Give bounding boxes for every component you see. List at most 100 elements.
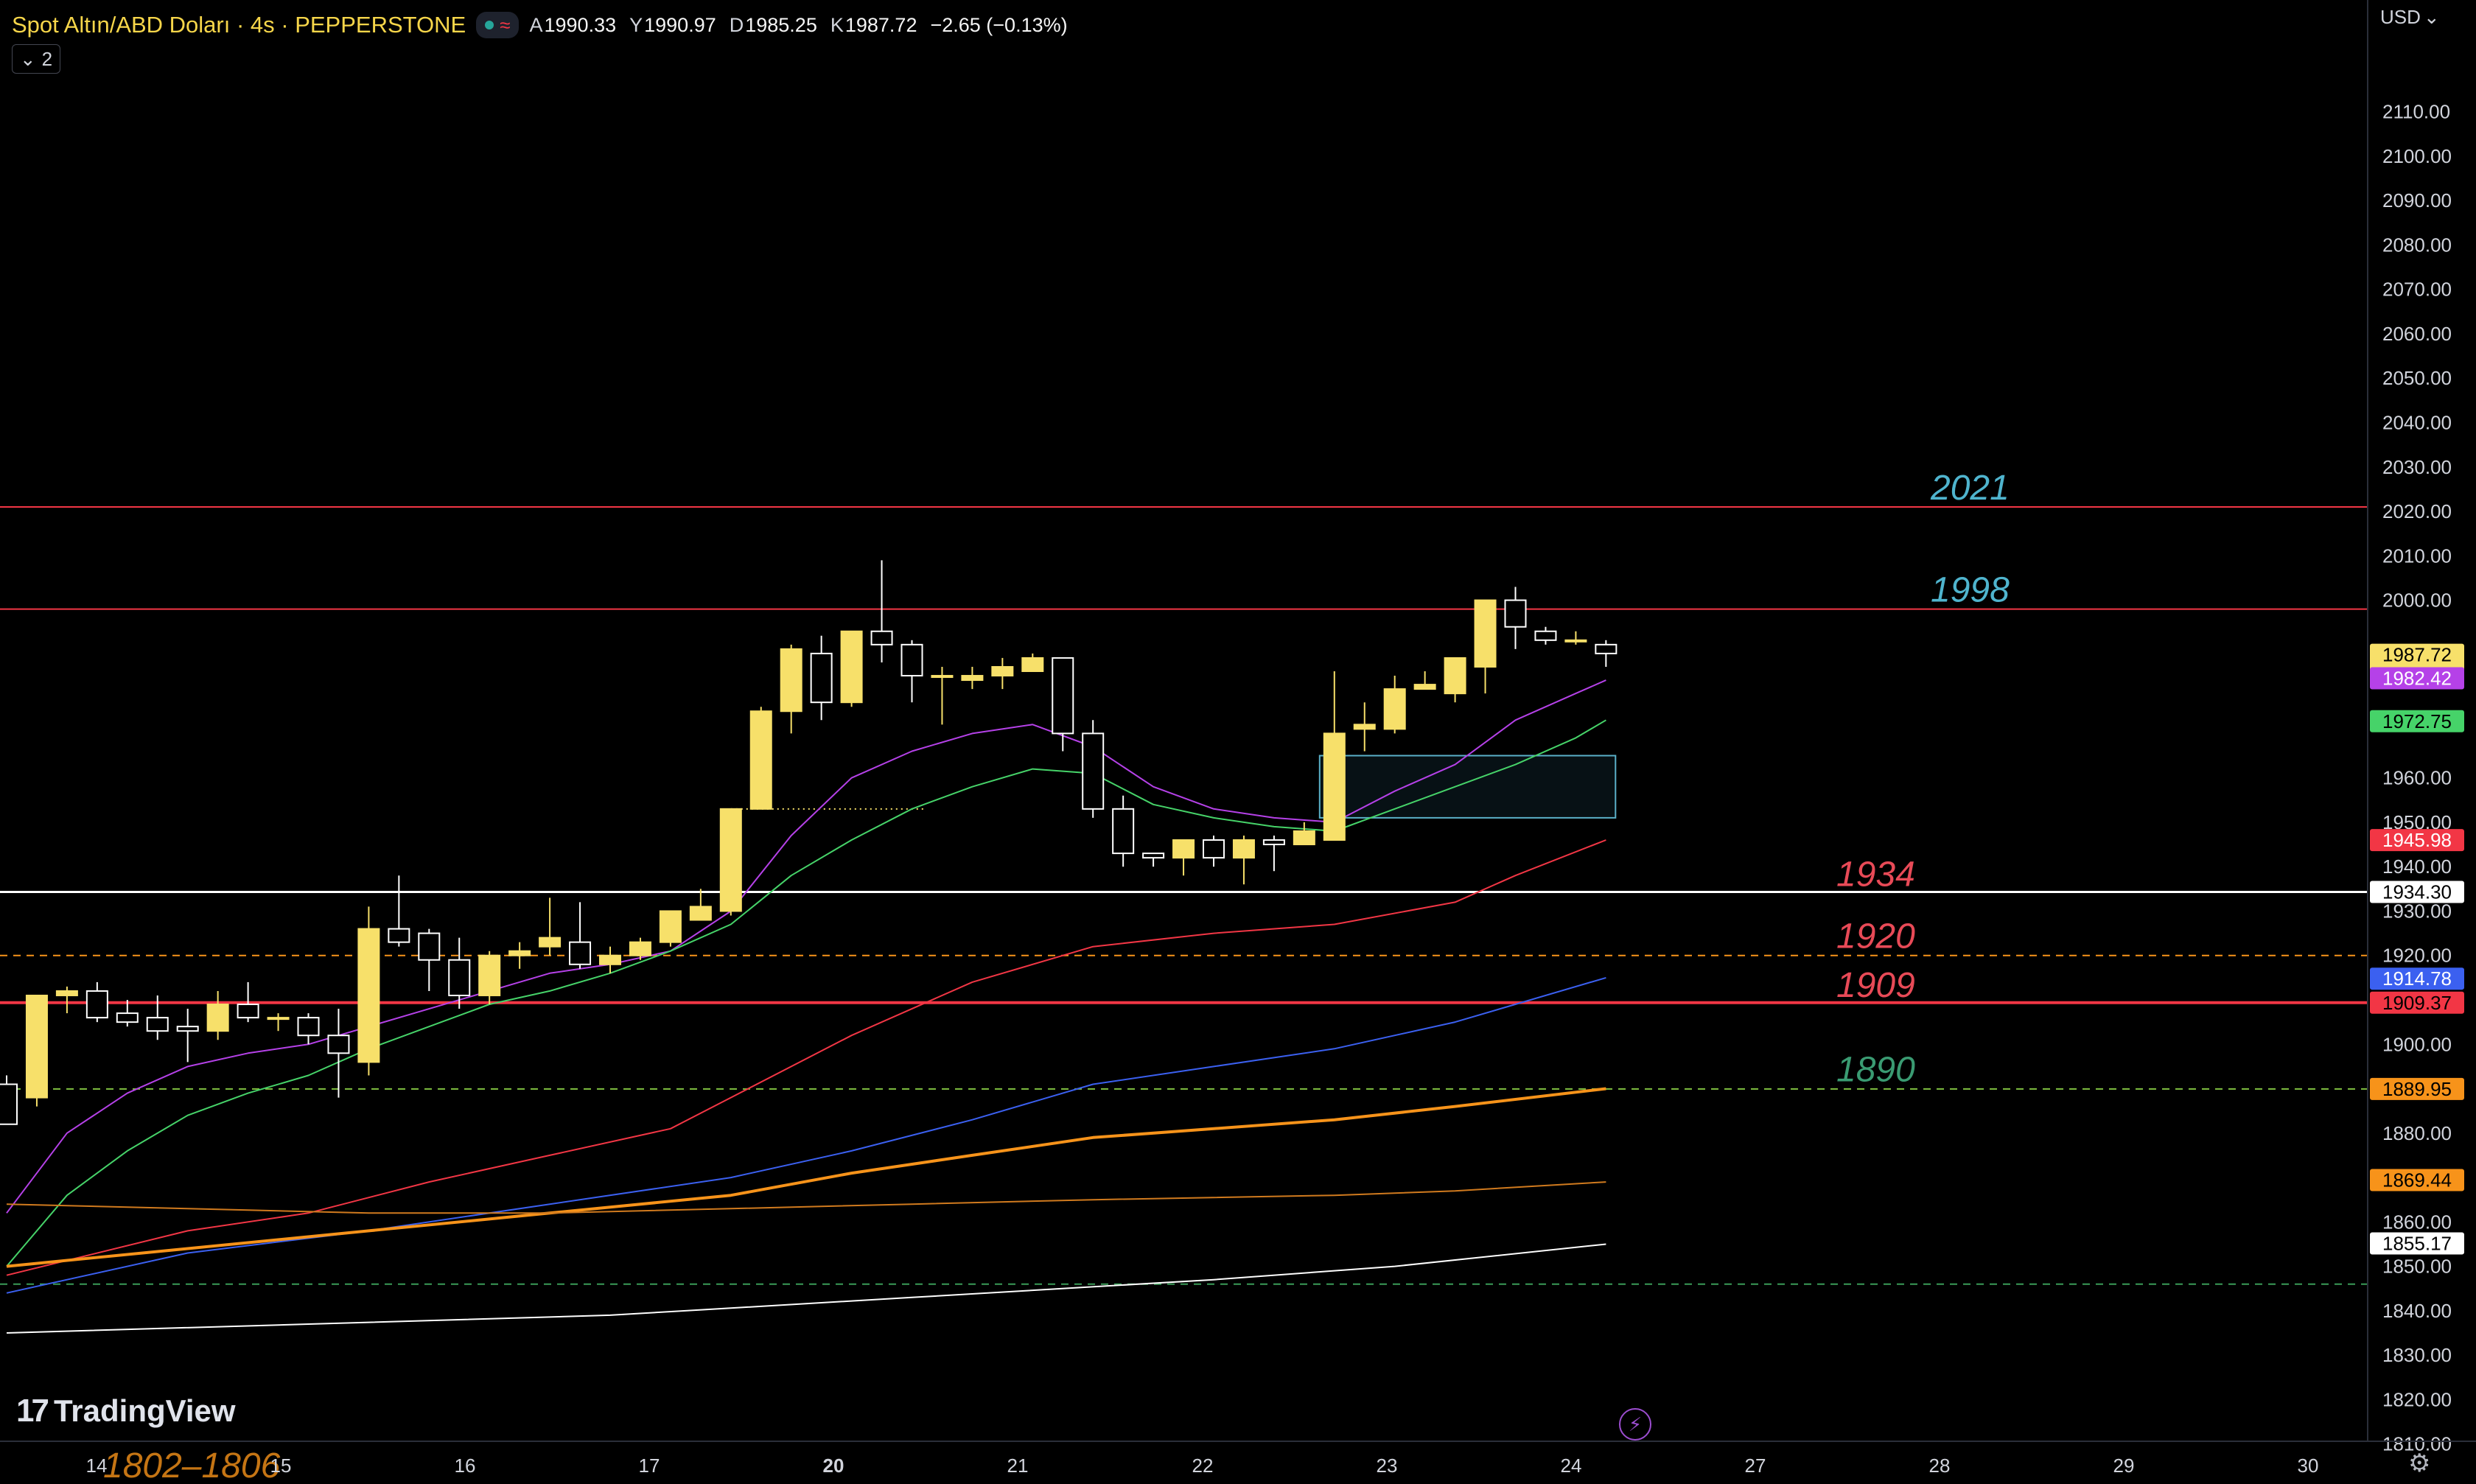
time-tick-label: 21 (1007, 1455, 1029, 1477)
tradingview-logo[interactable]: 17 TradingView (16, 1393, 236, 1429)
symbol-title[interactable]: Spot Altın/ABD Doları · 4s · PEPPERSTONE (12, 12, 466, 38)
candle-body-17 (508, 950, 531, 956)
candle-body-35 (1052, 657, 1074, 735)
price-tick-label: 2000.00 (2382, 589, 2452, 612)
candle-body-33 (991, 665, 1014, 677)
price-tick-label: 1860.00 (2382, 1211, 2452, 1233)
candle-body-26 (780, 648, 802, 713)
price-badges: 1987.7203:20:271982.421972.751945.981934… (2370, 643, 2464, 1255)
time-tick-label: 22 (1192, 1455, 1214, 1477)
time-tick-label: 17 (639, 1455, 660, 1477)
candle-body-8 (237, 1004, 259, 1019)
currency-selector[interactable]: USD ⌄ (2380, 6, 2440, 28)
candle-body-20 (599, 954, 621, 965)
candle-body-0 (0, 1083, 18, 1125)
ma-line-3 (6, 976, 1606, 1294)
price-tick-label: 2110.00 (2382, 101, 2450, 123)
candle-body-39 (1172, 839, 1195, 859)
candle-body-28 (840, 630, 863, 704)
time-tick-label: 28 (1929, 1455, 1951, 1477)
time-axis[interactable]: 14 15 16 17 20 21 22 23 24 27 28 29 30 (0, 1441, 2476, 1477)
candle-body-7 (206, 1004, 229, 1032)
candle-body-19 (569, 941, 592, 965)
price-tick-label: 1820.00 (2382, 1388, 2452, 1410)
price-tick-label: 2050.00 (2382, 367, 2452, 389)
price-tick-label: 1880.00 (2382, 1122, 2452, 1144)
candle-body-44 (1323, 732, 1346, 841)
candle-body-45 (1353, 724, 1376, 730)
candle-body-25 (749, 710, 772, 810)
price-tick-label: 1920.00 (2382, 945, 2452, 967)
candle-body-23 (689, 906, 712, 921)
candle-body-31 (931, 675, 954, 679)
candle-body-4 (116, 1012, 139, 1023)
level-label-0: 2021 (1930, 469, 2010, 508)
candle-body-12 (357, 928, 380, 1063)
market-status-pill[interactable]: ≈ (476, 12, 520, 38)
candle-body-13 (388, 928, 410, 943)
candle-body-40 (1203, 839, 1225, 859)
candle-body-51 (1534, 630, 1557, 641)
candlesticks (0, 560, 1618, 1125)
level-label-4: 1909 (1836, 966, 1915, 1005)
price-badge-label-4: 1934.30 (2382, 881, 2452, 903)
candle-body-42 (1262, 839, 1285, 846)
horizontal-levels (0, 506, 2368, 1285)
candle-body-16 (478, 954, 501, 996)
candle-body-3 (85, 990, 108, 1019)
time-tick-label: 23 (1377, 1455, 1398, 1477)
price-badge-label-3: 1945.98 (2382, 829, 2452, 851)
price-badge-6 (2370, 991, 2464, 1014)
price-tick-label: 2090.00 (2382, 189, 2452, 211)
time-tick-label: 30 (2298, 1455, 2319, 1477)
price-tick-label: 1840.00 (2382, 1300, 2452, 1322)
wave-icon: ≈ (500, 13, 511, 36)
candle-body-1 (25, 994, 48, 1099)
price-badge-label-5: 1914.78 (2382, 967, 2452, 990)
lightning-icon[interactable]: ⚡ (1619, 1408, 1651, 1441)
price-badge-8 (2370, 1169, 2464, 1191)
chevron-down-icon: ⌄ (19, 47, 36, 70)
candle-body-52 (1564, 639, 1587, 643)
candle-body-36 (1082, 732, 1105, 810)
level-label-2: 1934 (1836, 855, 1915, 894)
price-tick-label: 1900.00 (2382, 1033, 2452, 1055)
price-tick-label: 2060.00 (2382, 323, 2452, 345)
price-badge-9 (2370, 1232, 2464, 1255)
price-tick-label: 2030.00 (2382, 456, 2452, 478)
price-badge-label-7: 1889.95 (2382, 1078, 2452, 1100)
price-badge-4 (2370, 881, 2464, 903)
candle-body-11 (327, 1035, 350, 1054)
candle-body-53 (1595, 643, 1618, 654)
price-change: −2.65 (−0.13%) (930, 13, 1068, 36)
time-tick-label: 20 (823, 1455, 844, 1477)
ohlc-values: A1990.33 Y1990.97 D1985.25 K1987.72 −2.6… (529, 13, 1068, 36)
price-badge-5 (2370, 967, 2464, 990)
candle-body-10 (297, 1017, 320, 1037)
price-tick-label: 2080.00 (2382, 234, 2452, 256)
time-tick-label: 27 (1745, 1455, 1766, 1477)
ma-line-6 (6, 1243, 1606, 1334)
price-badge-1 (2370, 667, 2464, 690)
candle-body-49 (1474, 599, 1497, 668)
gear-icon[interactable]: ⚙ (2408, 1449, 2431, 1477)
price-tick-label: 1830.00 (2382, 1344, 2452, 1366)
price-tick-label: 2040.00 (2382, 411, 2452, 433)
price-tick-label: 1960.00 (2382, 767, 2452, 789)
indicators-toggle-button[interactable]: ⌄ 2 (12, 44, 60, 74)
price-tick-label: 2020.00 (2382, 500, 2452, 522)
demand-zone-rect (1318, 755, 1617, 819)
price-badge-2 (2370, 710, 2464, 732)
price-tick-label: 2010.00 (2382, 545, 2452, 567)
level-label-1: 1998 (1931, 571, 2010, 610)
chart-header: Spot Altın/ABD Doları · 4s · PEPPERSTONE… (12, 9, 1068, 41)
price-badge-label-9: 1855.17 (2382, 1232, 2452, 1254)
price-badge-label-0: 1987.72 (2382, 644, 2452, 666)
price-badge-label-6: 1909.37 (2382, 992, 2452, 1014)
chevron-down-icon: ⌄ (2423, 6, 2440, 28)
candle-body-32 (961, 675, 984, 682)
candle-body-48 (1444, 657, 1466, 695)
time-tick-label: 29 (2113, 1455, 2135, 1477)
